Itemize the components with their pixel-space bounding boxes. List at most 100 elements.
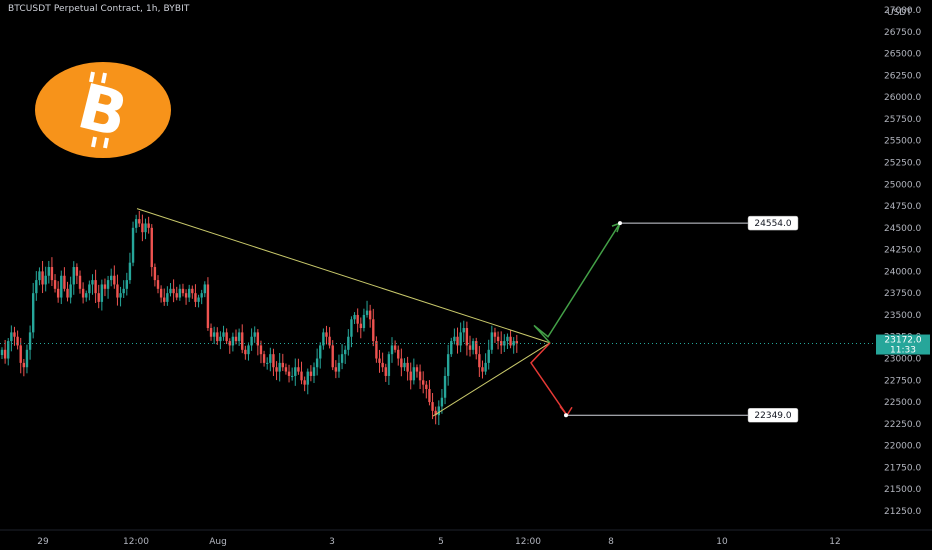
- candle-body: [3, 349, 7, 359]
- candle-body: [290, 375, 294, 377]
- candle-body: [381, 362, 384, 368]
- target-down-label-box: [747, 407, 799, 423]
- candle-body: [456, 336, 459, 346]
- candle-body: [216, 332, 219, 342]
- y-tick-label: 23000.0: [884, 355, 921, 365]
- candle-body: [116, 284, 119, 298]
- candle-body: [322, 332, 325, 346]
- candle-body: [406, 362, 409, 372]
- candle-body: [334, 367, 338, 372]
- candle-body: [250, 336, 253, 346]
- candle-body: [172, 288, 175, 294]
- candle-body: [459, 332, 462, 346]
- candle-body: [97, 293, 100, 302]
- target-up-anchor[interactable]: [618, 221, 622, 226]
- y-tick-label: 24750.0: [884, 202, 921, 212]
- candle-body: [256, 332, 260, 346]
- candle-body: [125, 280, 128, 289]
- triangle-lower-line[interactable]: [432, 342, 551, 417]
- candle-body: [481, 367, 484, 372]
- candle-body: [425, 384, 428, 390]
- candle-body: [181, 288, 185, 294]
- target-up-label: 24554.0: [754, 219, 791, 229]
- candle-body: [440, 397, 444, 407]
- candle-body: [66, 288, 69, 298]
- candle-body: [153, 267, 157, 281]
- candle-body: [275, 367, 278, 372]
- candle-body: [38, 271, 41, 281]
- candle-body: [72, 267, 75, 285]
- candle-body: [106, 280, 110, 289]
- bitcoin-logo-stroke: [91, 136, 97, 148]
- candle-body: [325, 332, 328, 337]
- candle-body: [134, 219, 138, 228]
- candle-body: [13, 332, 16, 337]
- current-price-value: 23172.0: [884, 336, 921, 346]
- projection-up-arrow[interactable]: [533, 222, 621, 344]
- candle-body: [269, 354, 272, 363]
- triangle-upper-line[interactable]: [136, 208, 551, 344]
- bitcoin-logo-icon: [35, 62, 171, 158]
- candle-body: [197, 297, 200, 302]
- candle-body: [384, 367, 387, 376]
- candle-body: [188, 288, 191, 298]
- candle-body: [359, 323, 362, 329]
- candle-body: [7, 341, 10, 359]
- candle-body: [344, 349, 347, 355]
- candle-body: [169, 288, 172, 294]
- candle-body: [163, 297, 166, 302]
- candle-body: [400, 358, 403, 368]
- target-down-label: 22349.0: [754, 411, 791, 421]
- candle-body: [166, 293, 169, 302]
- candle-body: [390, 345, 394, 355]
- candle-body: [465, 328, 469, 346]
- candle-body: [184, 293, 188, 298]
- y-tick-label: 24000.0: [884, 267, 921, 277]
- candle-body: [453, 336, 456, 342]
- candle-body: [60, 275, 63, 298]
- x-tick-label: 12:00: [515, 537, 541, 547]
- candle-body: [378, 358, 381, 363]
- candle-body: [428, 389, 431, 403]
- candle-body: [493, 332, 497, 337]
- candle-body: [471, 341, 475, 350]
- candle-countdown: 11:33: [890, 346, 916, 356]
- x-tick-label: 29: [37, 537, 49, 547]
- chart-title: BTCUSDT Perpetual Contract, 1h, BYBIT: [8, 4, 190, 14]
- candle-body: [22, 362, 26, 368]
- candle-body: [337, 362, 341, 372]
- candle-body: [113, 275, 116, 285]
- candle-body: [509, 336, 512, 346]
- candle-body: [284, 367, 288, 372]
- candle-body: [219, 336, 222, 342]
- candle-body: [350, 319, 353, 337]
- candle-body: [237, 332, 241, 342]
- candle-body: [88, 284, 91, 294]
- candle-body: [119, 293, 122, 298]
- bitcoin-logo-stroke: [101, 72, 107, 84]
- x-tick-label: Aug: [209, 537, 227, 547]
- bitcoin-logo-stroke: [89, 71, 95, 83]
- candle-body: [47, 267, 50, 276]
- candle-body: [478, 354, 481, 368]
- candle-body: [387, 354, 391, 376]
- candle-body: [122, 288, 125, 294]
- projection-down-arrow[interactable]: [530, 342, 568, 416]
- candle-body: [319, 345, 322, 359]
- candle-body: [128, 262, 132, 281]
- candle-body: [278, 362, 281, 372]
- y-tick-label: 25500.0: [884, 137, 921, 147]
- y-tick-label: 25250.0: [884, 158, 921, 168]
- candle-body: [259, 345, 263, 355]
- candle-body: [28, 332, 32, 350]
- candle-body: [78, 275, 82, 289]
- x-tick-label: 12: [829, 537, 840, 547]
- x-tick-label: 12:00: [123, 537, 149, 547]
- candle-body: [397, 349, 400, 359]
- candle-body: [53, 280, 57, 289]
- candle-body: [25, 349, 29, 368]
- target-down-anchor[interactable]: [564, 413, 568, 418]
- x-tick-label: 8: [608, 537, 614, 547]
